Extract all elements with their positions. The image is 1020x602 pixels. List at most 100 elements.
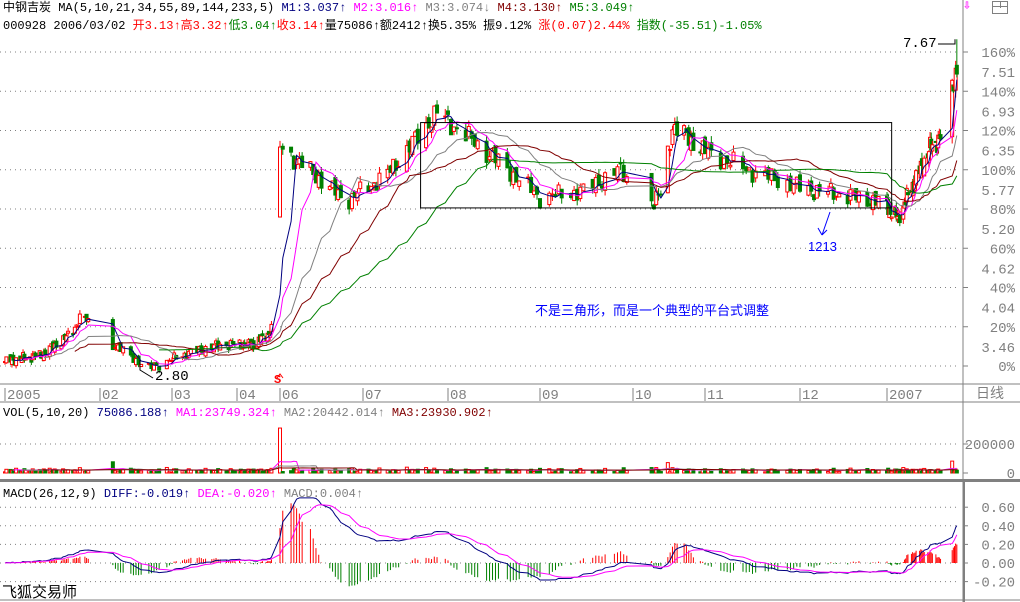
arrow-up-icon: ↑ — [555, 1, 563, 15]
candle-up — [121, 346, 126, 354]
arrow-up-icon: ↑ — [372, 19, 380, 33]
candle-down — [338, 185, 343, 199]
volume-bar — [763, 471, 768, 474]
candle-down — [590, 178, 595, 190]
price-axis-pct: 60% — [990, 242, 1016, 258]
arrow-up-icon: ↑ — [269, 406, 277, 420]
ma1-value: M1:3.037 — [281, 1, 340, 15]
candle-down — [415, 128, 420, 144]
volume-bar — [14, 467, 19, 474]
volume-axis-label: 0 — [1007, 467, 1015, 483]
candle-down — [260, 333, 265, 336]
volume-bar — [251, 468, 256, 474]
turnover-value: 换5.35% — [427, 19, 476, 33]
candle-up — [547, 192, 552, 206]
ma4-value: M4:3.130 — [497, 1, 556, 15]
annotation-note: 不是三角形，而是一个典型的平台式调整 — [535, 304, 770, 319]
arrow-up-icon: ↑ — [269, 19, 277, 33]
volume-bar — [615, 469, 620, 474]
date-axis-label: 09 — [542, 388, 559, 404]
window-layout-icon[interactable] — [992, 1, 1008, 14]
candle-down — [831, 187, 836, 200]
candle-up — [828, 183, 833, 188]
price-axis-price: 6.93 — [981, 105, 1015, 121]
macd-axis-label: 0.60 — [981, 501, 1015, 517]
candle-up — [837, 193, 842, 198]
volume-ma-line-20 — [42, 467, 957, 471]
volume-bar — [618, 470, 623, 474]
volume-bar — [775, 470, 780, 474]
stock-name: 中钢吉炭 — [3, 1, 52, 15]
candle-down — [454, 127, 459, 130]
candle-down — [374, 185, 379, 191]
volume-ma1: MA1:23749.324 — [175, 406, 270, 420]
candle-down — [651, 204, 656, 210]
header-quote-line: 000928 2006/03/02 开3.13↑高3.32↑低3.04↑收3.1… — [3, 18, 762, 34]
date-axis-label: 2005 — [7, 388, 41, 404]
volume-bar — [905, 469, 910, 474]
macd-axis-label: -0.20 — [973, 576, 1015, 592]
high-price-label: 7.67 — [903, 36, 937, 52]
ma-line-10 — [22, 110, 958, 365]
volume-label: VOL(5,10,20) — [3, 406, 90, 420]
price-panel — [3, 39, 959, 374]
ma-line-34 — [74, 144, 958, 356]
candle-down — [897, 214, 902, 224]
candle-down — [905, 192, 910, 196]
high-leader-line — [938, 39, 956, 45]
volume-bar — [744, 470, 749, 474]
volume-bar — [86, 470, 91, 474]
volume-value: 量75086 — [324, 19, 373, 33]
index-change-value: 指数(-35.51)-1.05% — [636, 19, 762, 33]
volume-bar — [876, 469, 881, 474]
candle-down — [596, 174, 601, 187]
arrow-up-icon: ↑ — [420, 19, 428, 33]
volume-bar — [578, 467, 583, 474]
volume-bar — [590, 470, 595, 474]
volume-bar — [922, 467, 927, 474]
volume-bar — [550, 471, 555, 474]
candle-up — [218, 343, 223, 351]
candle-down — [446, 110, 450, 115]
candle-down — [675, 121, 680, 136]
price-axis-price: 7.51 — [981, 66, 1015, 82]
arrow-up-icon: ↑ — [317, 19, 325, 33]
macd-axis-label: 0.00 — [981, 557, 1015, 573]
candle-down — [393, 160, 398, 171]
ma-label: MA(5,10,21,34,55,89,144,233,5) — [58, 1, 275, 15]
arrow-up-icon: ↑ — [183, 487, 191, 501]
price-axis-price: 3.46 — [981, 341, 1015, 357]
candle-down — [938, 134, 943, 140]
price-axis-pct: 120% — [981, 125, 1015, 141]
header-ma-line: 中钢吉炭 MA(5,10,21,34,55,89,144,233,5) M1:3… — [3, 0, 634, 16]
volume-bar — [203, 467, 208, 474]
candle-down — [618, 162, 623, 165]
candle-down — [226, 347, 231, 351]
period-label[interactable]: 日线 — [976, 386, 1004, 402]
volume-bar — [837, 471, 842, 474]
candle-up — [624, 176, 629, 183]
macd-legend: MACD(26,12,9) DIFF:-0.019↑ DEA:-0.020↑ M… — [3, 487, 363, 501]
volume-axis-label: 200000 — [965, 438, 1015, 454]
arrow-up-icon: ↑ — [355, 487, 364, 501]
candle-down — [775, 176, 780, 189]
pin-down-icon[interactable]: ⇩ — [963, 0, 971, 13]
close-price: 收3.14 — [276, 19, 318, 33]
volume-bar — [675, 469, 680, 474]
candle-up — [77, 313, 82, 324]
candle-down — [621, 164, 626, 183]
candle-down — [691, 132, 696, 151]
volume-bar — [517, 470, 522, 474]
low-leader-line — [139, 360, 154, 379]
date-axis-label: 07 — [365, 388, 382, 404]
candle-up — [358, 181, 363, 190]
candle-down — [612, 168, 617, 176]
volume-bar — [603, 467, 608, 474]
volume-bar — [938, 470, 943, 474]
arrow-up-icon: ↑ — [411, 1, 419, 15]
volume-bar — [260, 470, 265, 474]
volume-bar — [553, 470, 558, 474]
volume-ma3: MA3:23930.902 — [391, 406, 486, 420]
candle-up — [603, 172, 608, 191]
